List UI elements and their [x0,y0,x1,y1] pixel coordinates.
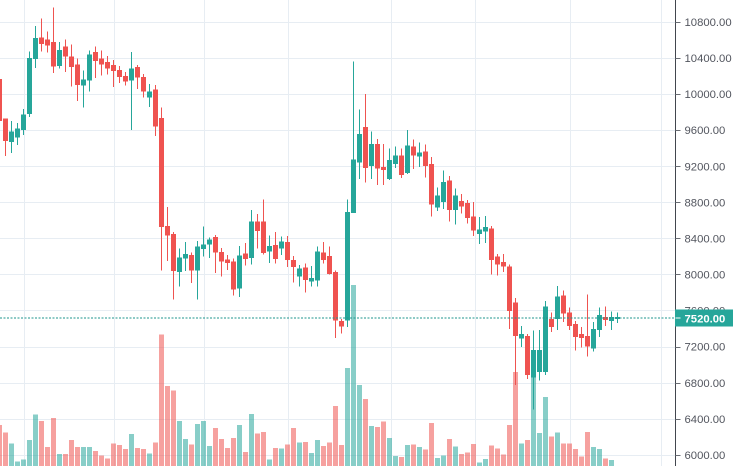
svg-text:7200.00: 7200.00 [685,342,726,354]
svg-text:10800.00: 10800.00 [685,17,732,29]
svg-text:7520.00: 7520.00 [685,314,726,326]
svg-text:10400.00: 10400.00 [685,53,732,65]
svg-text:10000.00: 10000.00 [685,89,732,101]
svg-text:8400.00: 8400.00 [685,234,726,246]
svg-text:9200.00: 9200.00 [685,161,726,173]
svg-text:6800.00: 6800.00 [685,378,726,390]
svg-text:8000.00: 8000.00 [685,270,726,282]
svg-text:6400.00: 6400.00 [685,414,726,426]
svg-text:8800.00: 8800.00 [685,197,726,209]
svg-text:9600.00: 9600.00 [685,125,726,137]
svg-text:6000.00: 6000.00 [685,450,726,462]
